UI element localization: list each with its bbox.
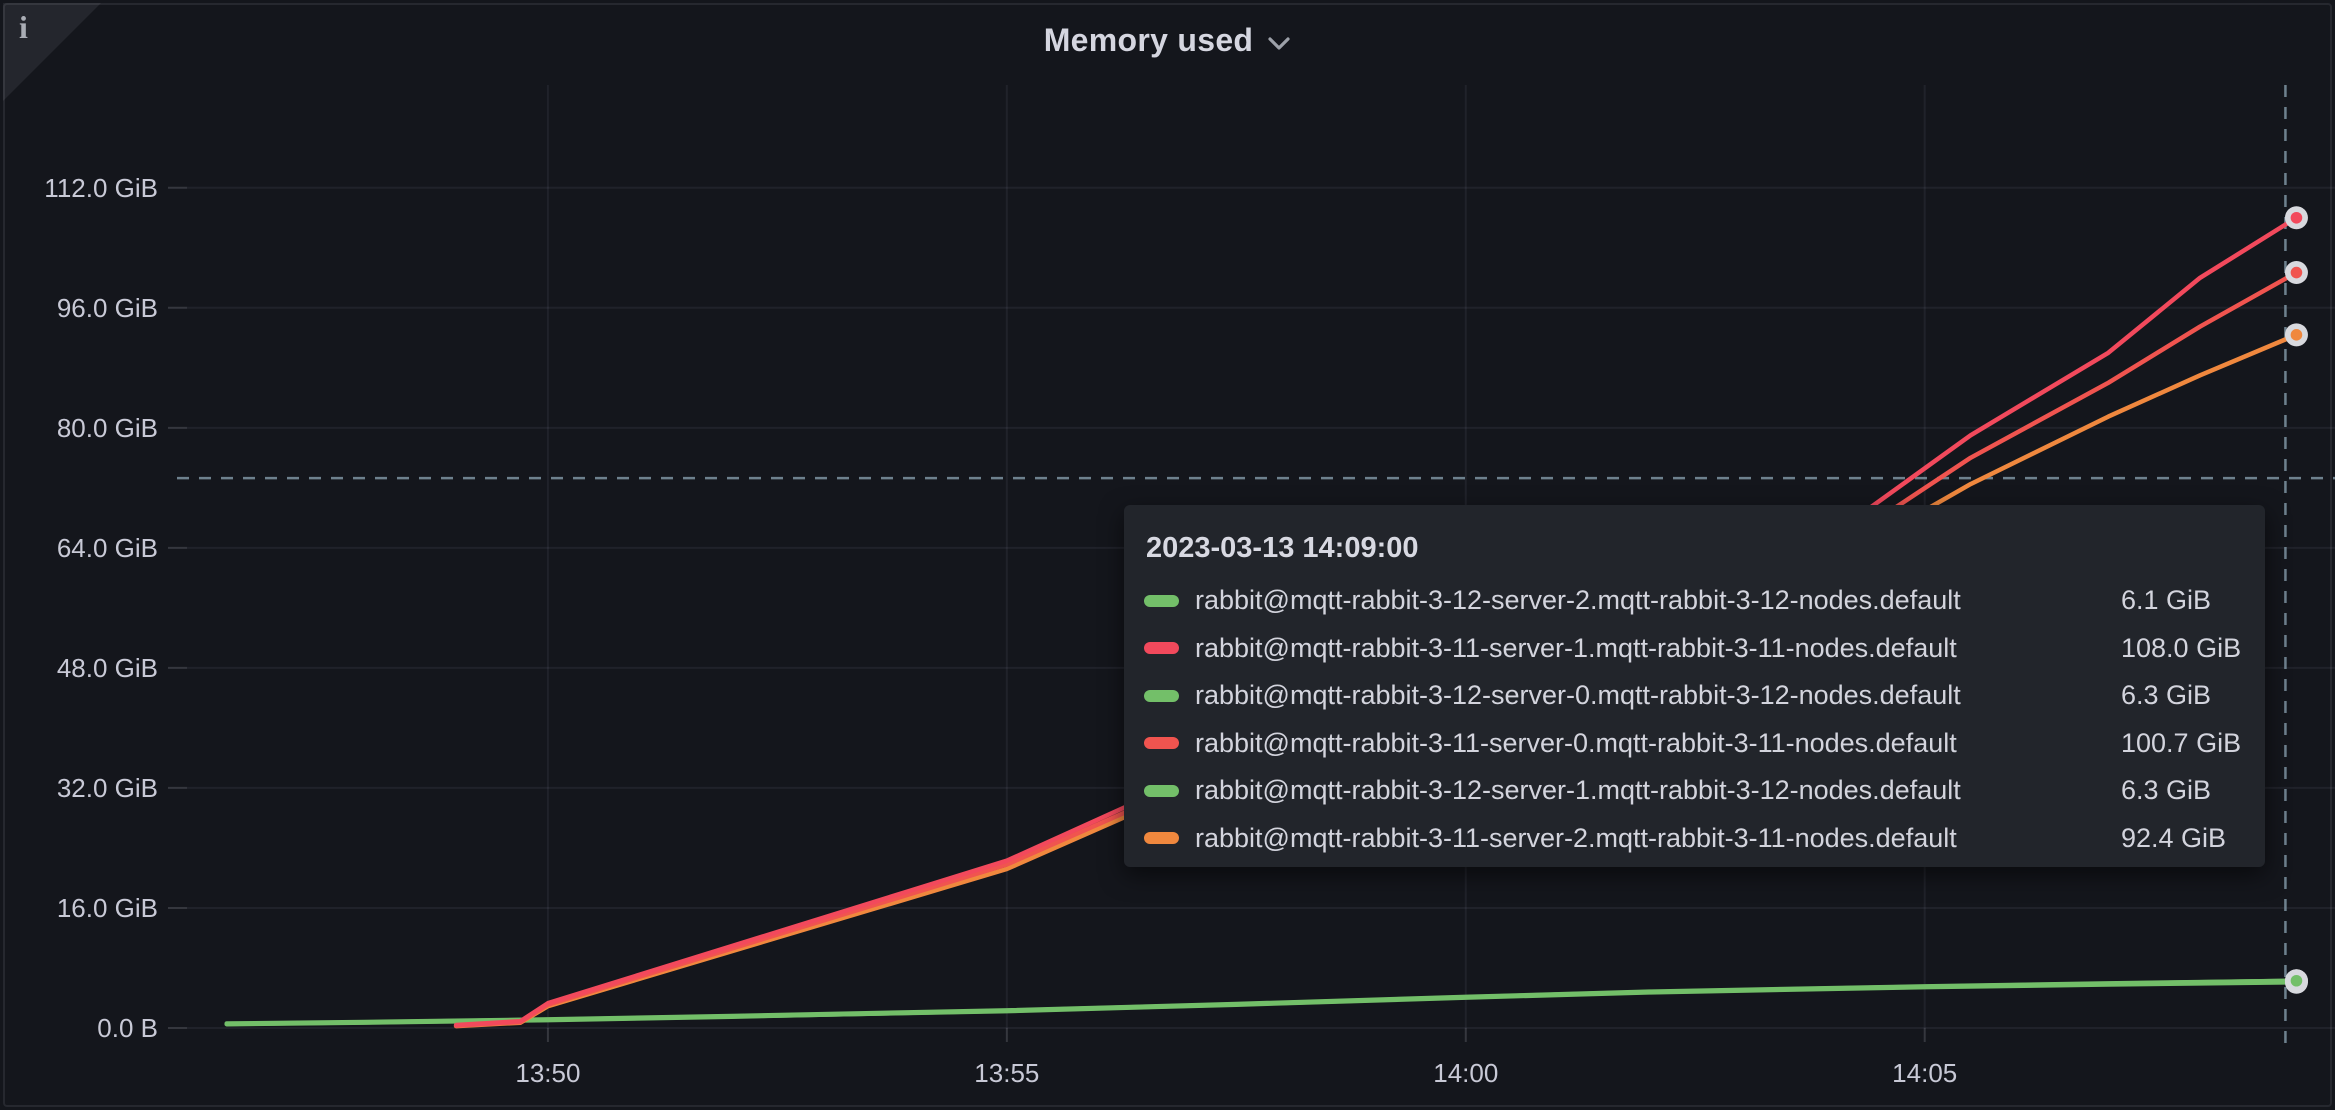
- x-tick-label: 13:50: [515, 1058, 580, 1088]
- y-tick-label: 64.0 GiB: [57, 533, 158, 563]
- series-value: 6.3 GiB: [2121, 775, 2212, 806]
- series-color-swatch: [1144, 784, 1179, 797]
- series-label: rabbit@mqtt-rabbit-3-12-server-0.mqtt-ra…: [1195, 680, 1961, 711]
- tooltip-timestamp: 2023-03-13 14:09:00: [1146, 532, 1419, 564]
- tooltip-series-row: rabbit@mqtt-rabbit-3-11-server-0.mqtt-ra…: [1144, 720, 2241, 768]
- x-tick-label: 13:55: [974, 1058, 1039, 1088]
- series-label: rabbit@mqtt-rabbit-3-11-server-1.mqtt-ra…: [1195, 632, 1957, 663]
- series-label: rabbit@mqtt-rabbit-3-12-server-1.mqtt-ra…: [1195, 775, 1961, 806]
- series-color-swatch: [1144, 832, 1179, 845]
- y-tick-label: 0.0 B: [97, 1013, 158, 1043]
- panel-info-corner[interactable]: i: [3, 3, 101, 101]
- x-tick-label: 14:05: [1892, 1058, 1957, 1088]
- series-value: 6.1 GiB: [2121, 585, 2212, 616]
- tooltip: 2023-03-13 14:09:00 rabbit@mqtt-rabbit-3…: [1124, 505, 2265, 867]
- series-color-swatch: [1144, 737, 1179, 750]
- info-icon: i: [19, 9, 28, 45]
- y-tick-label: 32.0 GiB: [57, 773, 158, 803]
- tooltip-series-row: rabbit@mqtt-rabbit-3-12-server-2.mqtt-ra…: [1144, 577, 2241, 625]
- series-color-swatch: [1144, 642, 1179, 655]
- series-color-swatch: [1144, 689, 1179, 702]
- y-tick-label: 96.0 GiB: [57, 293, 158, 323]
- tooltip-series-row: rabbit@mqtt-rabbit-3-12-server-0.mqtt-ra…: [1144, 672, 2241, 720]
- tooltip-series-list: rabbit@mqtt-rabbit-3-12-server-2.mqtt-ra…: [1144, 577, 2241, 862]
- series-color-swatch: [1144, 594, 1179, 607]
- endpoint-marker-dot: [2290, 329, 2303, 341]
- series-value: 92.4 GiB: [2121, 822, 2227, 853]
- y-tick-label: 112.0 GiB: [44, 173, 158, 203]
- series-value: 108.0 GiB: [2121, 632, 2242, 663]
- y-tick-label: 80.0 GiB: [57, 413, 158, 443]
- series-value: 6.3 GiB: [2121, 680, 2212, 711]
- series-line[interactable]: [224, 978, 2299, 1027]
- y-tick-label: 48.0 GiB: [57, 653, 158, 683]
- tooltip-series-row: rabbit@mqtt-rabbit-3-11-server-2.mqtt-ra…: [1144, 815, 2241, 863]
- panel-title: Memory used: [1043, 21, 1254, 58]
- series-label: rabbit@mqtt-rabbit-3-11-server-0.mqtt-ra…: [1195, 727, 1957, 758]
- series-label: rabbit@mqtt-rabbit-3-12-server-2.mqtt-ra…: [1195, 585, 1961, 616]
- x-tick-label: 14:00: [1433, 1058, 1498, 1088]
- chevron-down-icon: [1268, 36, 1290, 50]
- series-value: 100.7 GiB: [2121, 727, 2242, 758]
- endpoint-marker-dot: [2290, 211, 2303, 224]
- endpoint-marker-dot: [2290, 974, 2303, 987]
- tooltip-series-row: rabbit@mqtt-rabbit-3-11-server-1.mqtt-ra…: [1144, 625, 2241, 673]
- y-tick-label: 16.0 GiB: [57, 893, 158, 923]
- series-label: rabbit@mqtt-rabbit-3-11-server-2.mqtt-ra…: [1195, 822, 1957, 853]
- panel-title-button[interactable]: Memory used: [1044, 22, 1292, 59]
- endpoint-marker-dot: [2290, 266, 2303, 279]
- panel-header: Memory used: [0, 0, 2335, 80]
- tooltip-series-row: rabbit@mqtt-rabbit-3-12-server-1.mqtt-ra…: [1144, 767, 2241, 815]
